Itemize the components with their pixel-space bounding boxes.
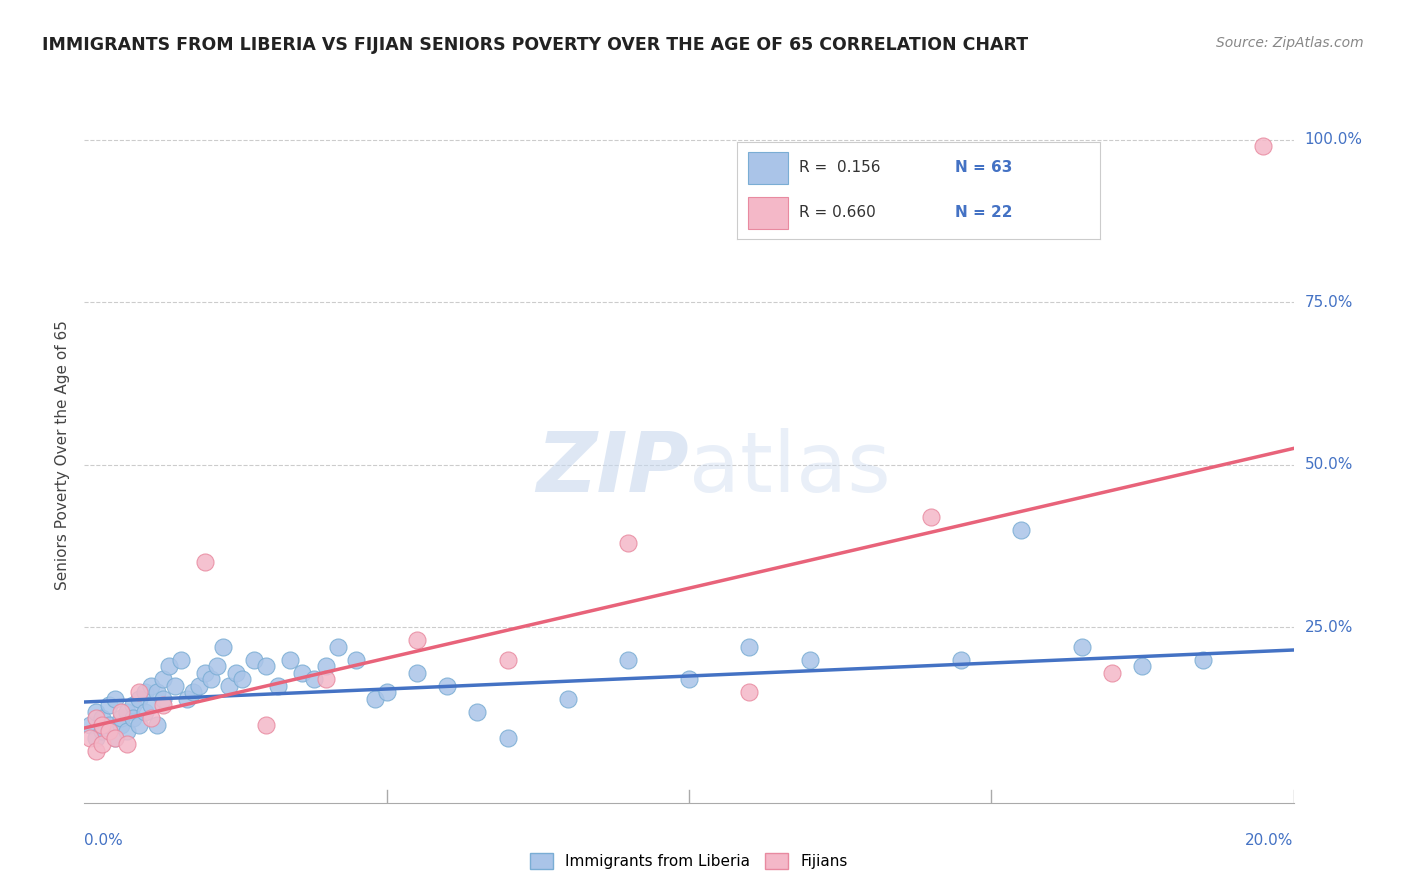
Point: [134, 685, 156, 699]
Point: [86, 731, 108, 745]
Point: [1251, 139, 1274, 153]
Point: [291, 665, 314, 680]
Point: [315, 672, 337, 686]
Point: [110, 711, 132, 725]
Point: [91, 737, 114, 751]
Point: [79, 731, 101, 745]
Text: 100.0%: 100.0%: [1305, 132, 1362, 147]
Point: [170, 653, 193, 667]
Text: Source: ZipAtlas.com: Source: ZipAtlas.com: [1216, 36, 1364, 50]
Point: [496, 653, 519, 667]
Point: [254, 659, 277, 673]
Point: [86, 705, 108, 719]
Text: 50.0%: 50.0%: [1305, 458, 1353, 472]
Point: [97, 718, 120, 732]
Point: [79, 718, 101, 732]
Point: [1191, 653, 1213, 667]
Point: [163, 679, 186, 693]
Point: [91, 718, 114, 732]
Text: 75.0%: 75.0%: [1305, 294, 1353, 310]
Point: [188, 679, 211, 693]
Legend: Immigrants from Liberia, Fijians: Immigrants from Liberia, Fijians: [524, 847, 853, 875]
Point: [128, 685, 150, 699]
Point: [146, 718, 169, 732]
Point: [436, 679, 458, 693]
Point: [617, 535, 640, 549]
Point: [302, 672, 325, 686]
Point: [363, 691, 385, 706]
Point: [406, 633, 429, 648]
Point: [139, 698, 162, 713]
Point: [1130, 659, 1153, 673]
Point: [678, 672, 700, 686]
Point: [375, 685, 398, 699]
Point: [97, 724, 120, 739]
Point: [146, 685, 169, 699]
Point: [467, 705, 489, 719]
Point: [212, 640, 235, 654]
Point: [91, 724, 114, 739]
Point: [225, 665, 247, 680]
Point: [152, 698, 174, 713]
Point: [496, 731, 519, 745]
Point: [950, 653, 973, 667]
Point: [128, 691, 150, 706]
Point: [267, 679, 290, 693]
Point: [557, 691, 579, 706]
Point: [104, 731, 127, 745]
Point: [110, 718, 132, 732]
Point: [157, 659, 180, 673]
Point: [738, 640, 761, 654]
Point: [139, 679, 162, 693]
Point: [738, 685, 761, 699]
Point: [134, 705, 156, 719]
Point: [86, 711, 108, 725]
Point: [152, 691, 174, 706]
Point: [104, 691, 127, 706]
Y-axis label: Seniors Poverty Over the Age of 65: Seniors Poverty Over the Age of 65: [55, 320, 70, 590]
Text: atlas: atlas: [689, 428, 890, 509]
Point: [194, 665, 217, 680]
Point: [128, 718, 150, 732]
Point: [346, 653, 368, 667]
Point: [254, 718, 277, 732]
Point: [406, 665, 429, 680]
Point: [1101, 665, 1123, 680]
Point: [315, 659, 337, 673]
Text: ZIP: ZIP: [536, 428, 689, 509]
Point: [115, 724, 138, 739]
Point: [97, 698, 120, 713]
Point: [920, 509, 942, 524]
Text: IMMIGRANTS FROM LIBERIA VS FIJIAN SENIORS POVERTY OVER THE AGE OF 65 CORRELATION: IMMIGRANTS FROM LIBERIA VS FIJIAN SENIOR…: [42, 36, 1028, 54]
Point: [242, 653, 264, 667]
Point: [115, 705, 138, 719]
Point: [110, 705, 132, 719]
Point: [139, 711, 162, 725]
Point: [121, 698, 143, 713]
Point: [86, 744, 108, 758]
Point: [1010, 523, 1032, 537]
Point: [328, 640, 350, 654]
Point: [617, 653, 640, 667]
Point: [91, 711, 114, 725]
Point: [218, 679, 240, 693]
Text: 20.0%: 20.0%: [1246, 833, 1294, 848]
Text: 25.0%: 25.0%: [1305, 620, 1353, 635]
Point: [152, 672, 174, 686]
Point: [231, 672, 253, 686]
Point: [799, 653, 821, 667]
Text: 0.0%: 0.0%: [84, 833, 124, 848]
Point: [176, 691, 198, 706]
Point: [278, 653, 301, 667]
Point: [181, 685, 204, 699]
Point: [115, 737, 138, 751]
Point: [104, 731, 127, 745]
Point: [194, 555, 217, 569]
Point: [207, 659, 229, 673]
Point: [121, 711, 143, 725]
Point: [200, 672, 222, 686]
Point: [1071, 640, 1094, 654]
